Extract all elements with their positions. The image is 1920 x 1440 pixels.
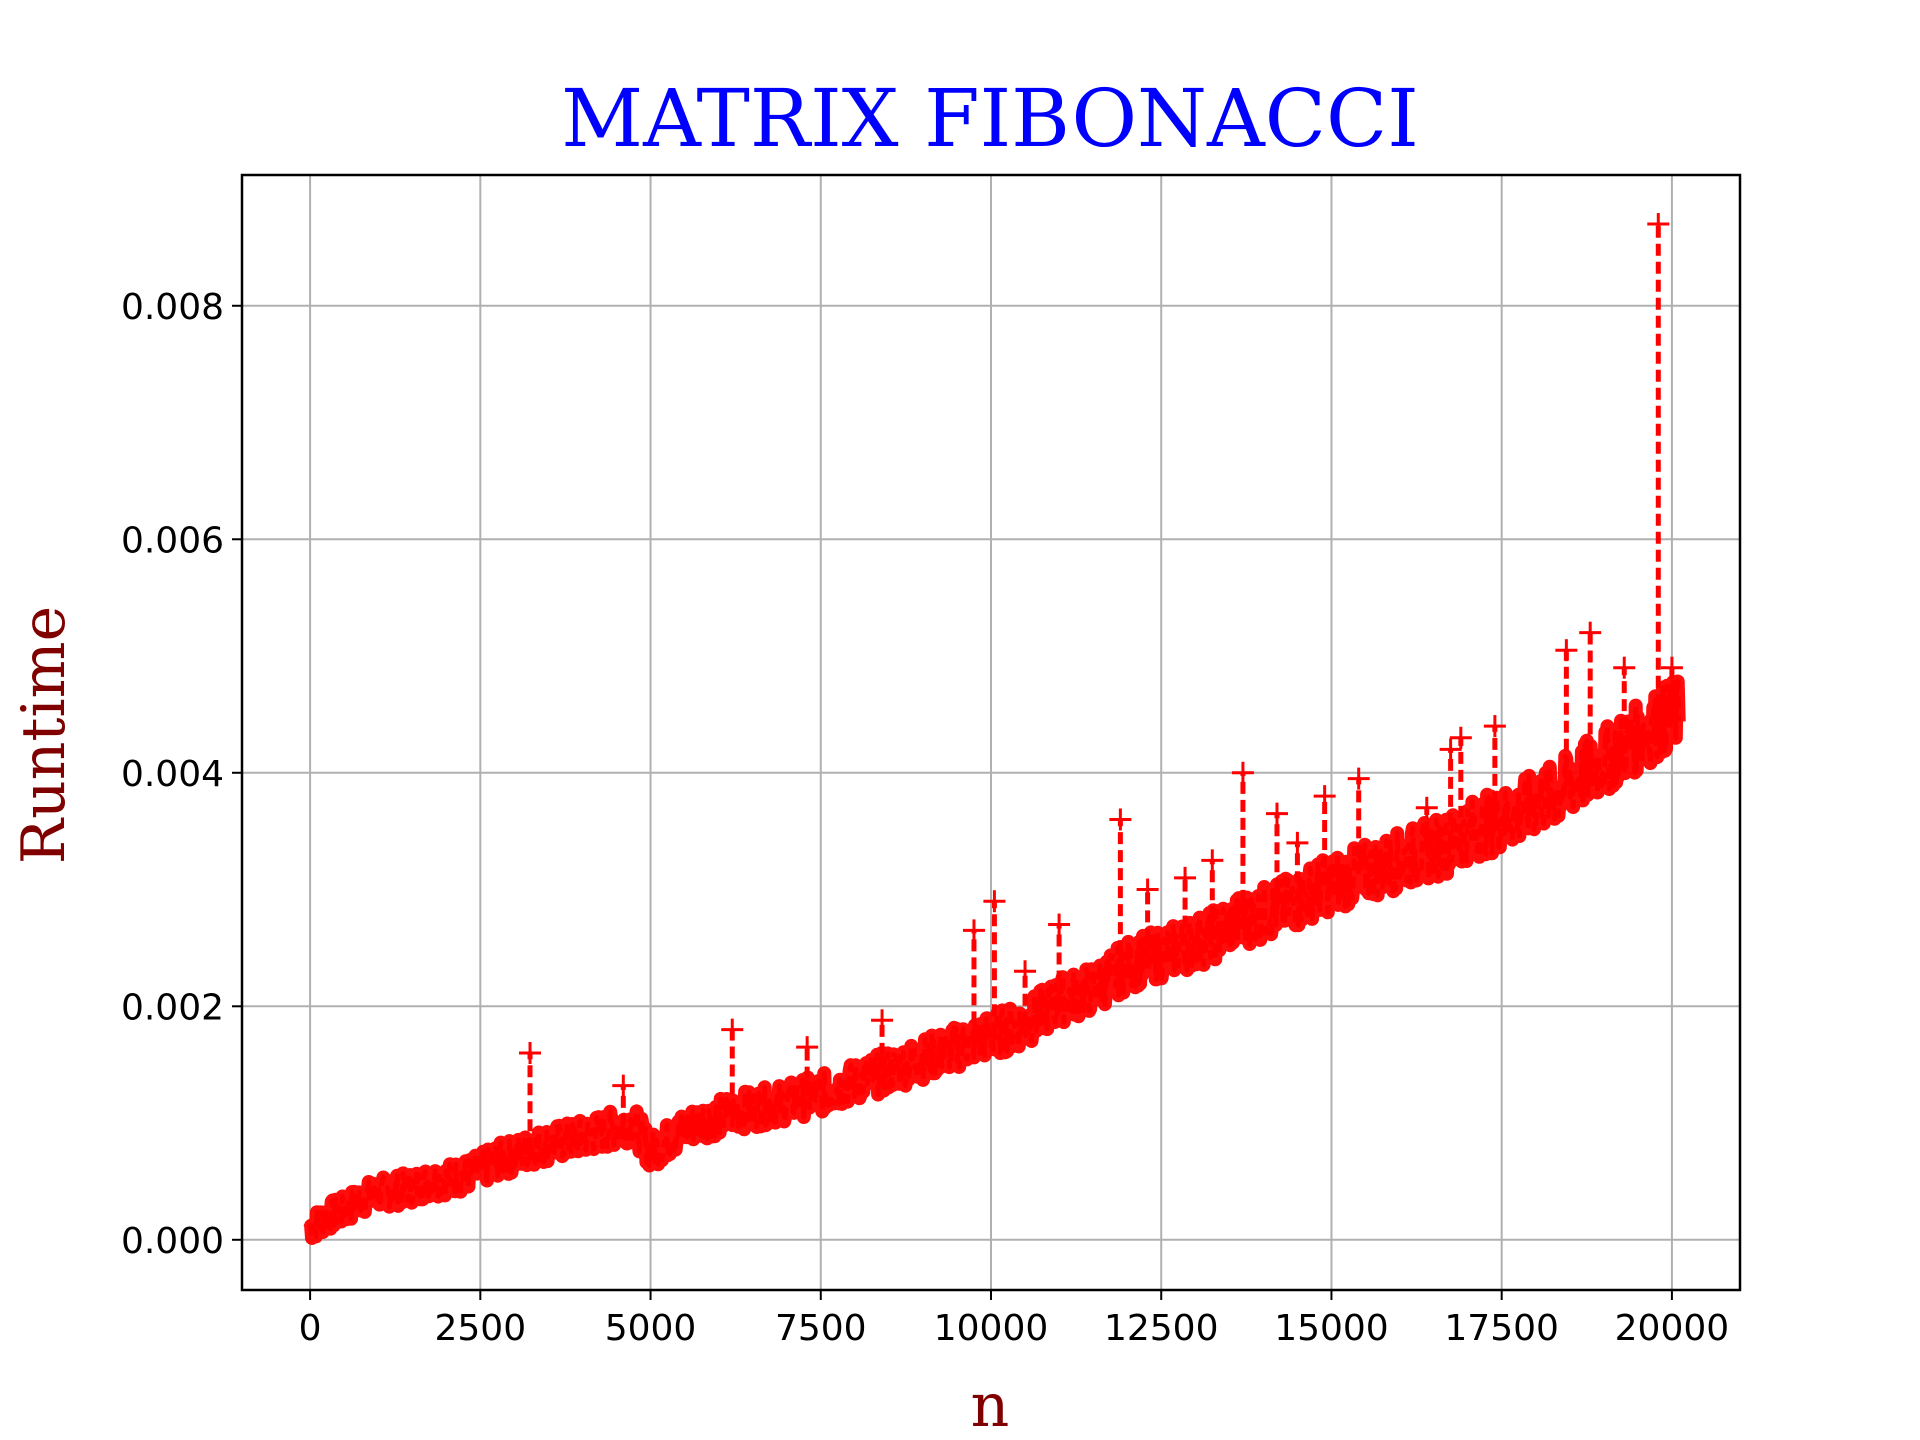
- plus-marker: [612, 1074, 635, 1097]
- x-tick-label: 7500: [775, 1308, 867, 1349]
- y-tick-label: 0.004: [121, 754, 224, 795]
- plus-marker: [1579, 621, 1602, 644]
- plus-marker: [1647, 213, 1670, 236]
- plus-marker: [1555, 639, 1578, 662]
- plus-marker: [1174, 866, 1197, 889]
- plus-marker: [796, 1036, 819, 1059]
- plus-marker: [983, 890, 1006, 913]
- grid: [242, 175, 1740, 1290]
- y-tick-label: 0.002: [121, 987, 224, 1028]
- plus-marker: [1286, 831, 1309, 854]
- plus-marker: [1048, 913, 1071, 936]
- x-tick-label: 10000: [934, 1308, 1049, 1349]
- plus-marker: [962, 919, 985, 942]
- plus-marker: [721, 1018, 744, 1041]
- plus-marker: [1483, 715, 1506, 738]
- x-tick-label: 0: [299, 1308, 322, 1349]
- x-axis-label: n: [971, 1371, 1010, 1440]
- plus-marker: [1347, 767, 1370, 790]
- plus-marker: [1613, 656, 1636, 679]
- y-tick-label: 0.006: [121, 520, 224, 561]
- plus-marker: [871, 1009, 894, 1032]
- plus-marker: [1136, 878, 1159, 901]
- y-axis-label: Runtime: [9, 606, 79, 864]
- plus-marker: [1201, 849, 1224, 872]
- axis-ticks: 0 2500 5000 7500 10000 12500 15000 17500 20000 0.…: [121, 287, 1729, 1349]
- plus-marker: [519, 1041, 542, 1064]
- x-tick-label: 12500: [1104, 1308, 1219, 1349]
- chart-title: MATRIX FIBONACCI: [561, 72, 1419, 165]
- plus-marker: [1313, 785, 1336, 808]
- y-tick-label: 0.008: [121, 287, 224, 328]
- x-tick-label: 5000: [605, 1308, 697, 1349]
- plus-marker: [1439, 738, 1462, 761]
- plus-marker: [1415, 796, 1438, 819]
- x-tick-label: 17500: [1444, 1308, 1559, 1349]
- x-tick-label: 15000: [1274, 1308, 1389, 1349]
- plus-marker: [1014, 960, 1037, 983]
- plus-marker: [1109, 808, 1132, 831]
- plus-marker: [1449, 726, 1472, 749]
- x-tick-label: 20000: [1615, 1308, 1730, 1349]
- plus-marker: [1660, 656, 1683, 679]
- data-series: [303, 213, 1686, 1245]
- plus-marker: [1231, 761, 1254, 784]
- x-tick-label: 2500: [435, 1308, 527, 1349]
- runtime-line: [307, 679, 1682, 1241]
- y-tick-label: 0.000: [121, 1221, 224, 1262]
- plus-marker: [1265, 802, 1288, 825]
